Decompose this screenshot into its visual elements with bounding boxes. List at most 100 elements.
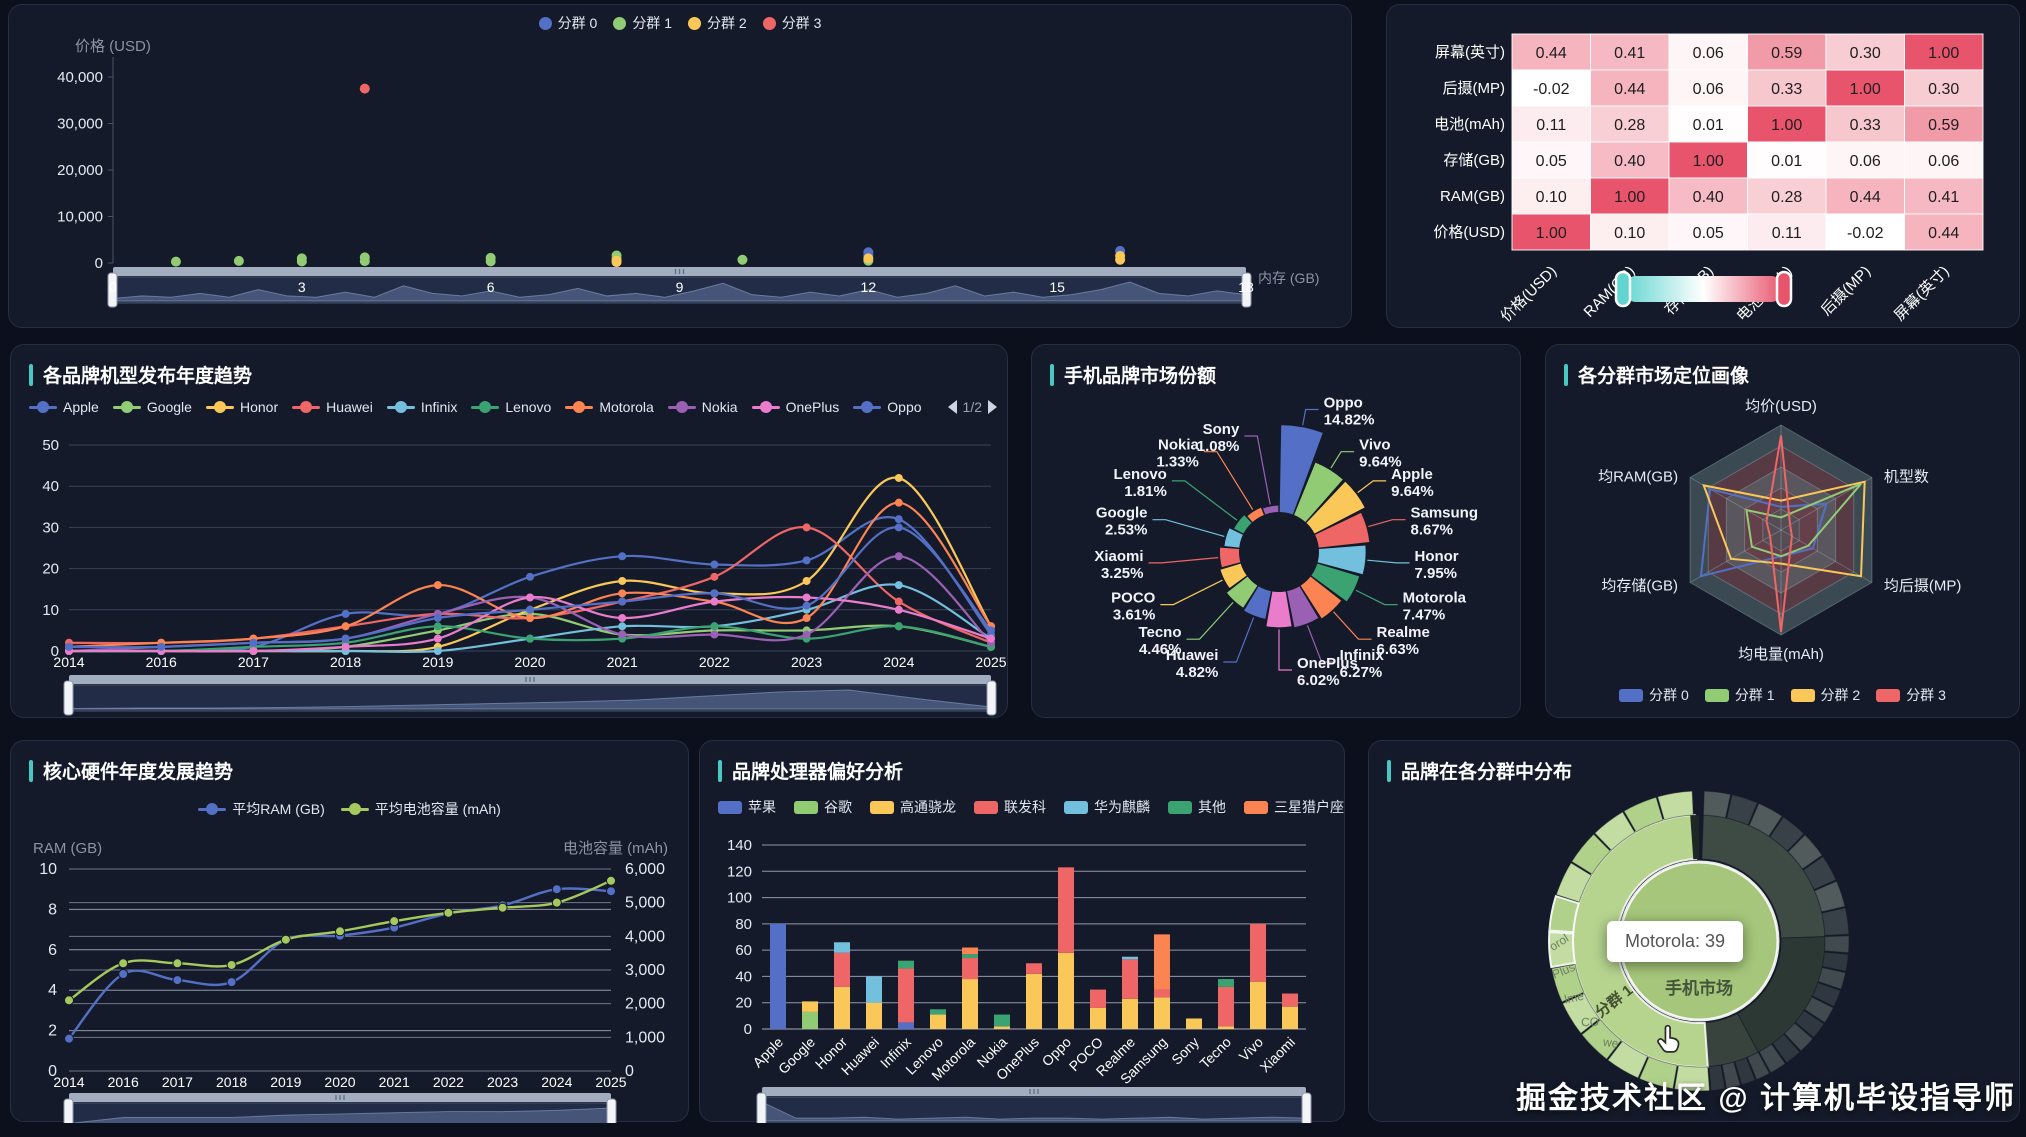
legend-item-分群1[interactable]: 分群 1 [1704,685,1775,705]
slider-handle-right[interactable] [986,680,997,716]
legend-item-OnePlus[interactable]: OnePlus [751,399,839,415]
slider-handle-right[interactable] [1301,1092,1312,1128]
sunburst-outer-segment[interactable] [1802,855,1837,891]
sunburst-outer-segment[interactable] [1657,790,1694,821]
sunburst-outer-segment[interactable] [1555,862,1593,903]
legend-item-分群2[interactable]: 分群 2 [1790,685,1860,705]
pie-slice-Nokia[interactable] [1247,507,1264,522]
legend-item-联发科[interactable]: 联发科 [974,797,1046,817]
legend-item-苹果[interactable]: 苹果 [718,797,776,817]
pie-slice-Infinix[interactable] [1287,586,1319,628]
visualmap-handle-right[interactable] [1775,270,1793,308]
pie-slice-Samsung[interactable] [1315,512,1370,548]
sunburst-outer-segment[interactable] [1787,834,1823,870]
pie-slice-Vivo[interactable] [1294,462,1343,522]
x-tick-label: 2023 [791,654,822,670]
sunburst-outer-segment[interactable] [1561,992,1601,1035]
sunburst-outer-segment[interactable] [1748,802,1783,837]
legend-item-Honor[interactable]: Honor [205,399,278,415]
sunburst-outer-segment[interactable] [1813,880,1846,913]
legend-item-分群2[interactable]: 分群 2 [688,13,747,33]
slider-handle-right[interactable] [1241,272,1252,308]
pie-slice-Lenovo[interactable] [1234,515,1252,534]
legend-pager-next-icon[interactable] [988,400,997,414]
legend-item-Google[interactable]: Google [112,399,192,415]
pie-label-value: 6.63% [1376,641,1419,658]
pie-slice-Tecno[interactable] [1226,576,1258,608]
sunburst-outer-segment[interactable] [1547,931,1577,969]
sunburst-outer-segment[interactable] [1821,951,1849,972]
pie-slice-Huawei[interactable] [1244,586,1271,619]
sunburst-outer-segment[interactable] [1824,935,1850,954]
pie-slice-OnePlus[interactable] [1266,591,1292,628]
legend-item-谷歌[interactable]: 谷歌 [794,797,852,817]
sunburst-outer-segment[interactable] [1758,1043,1786,1074]
legend-item-分群1[interactable]: 分群 1 [613,13,672,33]
visualmap-handle-left[interactable] [1614,270,1632,308]
legend-item-Huawei[interactable]: Huawei [292,399,373,415]
sunburst-outer-segment[interactable] [1708,1064,1726,1092]
legend-item-平均RAM(GB)[interactable]: 平均RAM (GB) [198,799,325,819]
legend-item-Apple[interactable]: Apple [29,399,99,415]
legend-item-Lenovo[interactable]: Lenovo [471,399,551,415]
legend-item-其他[interactable]: 其他 [1168,797,1226,817]
legend-item-分群3[interactable]: 分群 3 [762,13,821,33]
sunburst-outer-segment[interactable] [1746,1051,1771,1081]
pie-slice-Honor[interactable] [1317,545,1366,575]
pie-slice-Xiaomi[interactable] [1219,547,1241,568]
legend-item-Motorola[interactable]: Motorola [565,399,654,415]
legend-item-分群3[interactable]: 分群 3 [1876,685,1946,705]
slider-handle-left[interactable] [63,1098,74,1134]
sunburst-outer-segment[interactable] [1721,1061,1741,1090]
legend-item-华为麒麟[interactable]: 华为麒麟 [1064,797,1150,817]
sunburst-outer-segment[interactable] [1581,1018,1623,1060]
legend-item-Nokia[interactable]: Nokia [667,399,738,415]
sunburst-outer-segment[interactable] [1794,1009,1825,1039]
right-tick: 3,000 [625,962,665,979]
sunburst-outer-segment[interactable] [1548,894,1581,934]
cell-value: 0.40 [1614,153,1645,170]
legend-item-高通骁龙[interactable]: 高通骁龙 [870,797,956,817]
sunburst-outer-segment[interactable] [1571,833,1612,875]
panel-cpu-preference: 品牌处理器偏好分析 苹果 谷歌 高通骁龙 联发科 华为麒麟 其他 三星猎户座 0 20 40 60… [699,740,1345,1128]
pie-slice-Apple[interactable] [1306,481,1365,534]
sunburst-outer-segment[interactable] [1783,1022,1814,1052]
legend-item-三星猎户座[interactable]: 三星猎户座 [1244,797,1344,817]
sunburst-outer-segment[interactable] [1594,811,1636,852]
sunburst-outer-segment[interactable] [1638,1055,1678,1090]
legend-pager-text: 1/2 [962,399,982,415]
slider-handle-left[interactable] [63,680,74,716]
sunburst-outer-segment[interactable] [1607,1040,1649,1079]
sunburst-outer-segment[interactable] [1702,790,1732,819]
legend-item-分群0[interactable]: 分群 0 [538,13,597,33]
sunburst-outer-segment[interactable] [1726,794,1759,826]
pie-slice-POCO[interactable] [1220,563,1247,589]
pie-slice-Sony[interactable] [1263,505,1279,515]
sunburst-outer-segment[interactable] [1769,816,1805,852]
bar-segment [1218,986,1234,1027]
sunburst-outer-segment[interactable] [1550,963,1585,1003]
sunburst-outer-segment[interactable] [1821,907,1850,936]
legend-item-平均电池容量(mAh)[interactable]: 平均电池容量 (mAh) [340,799,501,819]
pie-slice-Oppo[interactable] [1279,425,1323,515]
sunburst-outer-segment[interactable] [1673,1064,1710,1092]
pie-slice-Motorola[interactable] [1311,563,1360,602]
sunburst-outer-segment[interactable] [1811,982,1842,1008]
slider-handle-left[interactable] [756,1092,767,1128]
sunburst-outer-segment[interactable] [1623,796,1664,833]
cell-value: 1.00 [1850,81,1881,98]
legend-pager-prev-icon[interactable] [947,400,957,414]
heatmap-cell [1668,33,1748,71]
slider-handle-left[interactable] [107,272,118,308]
sunburst-outer-segment[interactable] [1771,1033,1801,1064]
pie-slice-Realme[interactable] [1300,576,1342,619]
sunburst-outer-segment[interactable] [1804,996,1834,1024]
legend-item-分群0[interactable]: 分群 0 [1619,685,1689,705]
panel-title: 各品牌机型发布年度趋势 [29,361,252,388]
sunburst-outer-segment[interactable] [1817,967,1847,990]
slider-handle-right[interactable] [606,1098,617,1134]
legend-item-Infinix[interactable]: Infinix [386,399,457,415]
pie-slice-Google[interactable] [1224,528,1243,548]
legend-item-Oppo[interactable]: Oppo [853,399,922,415]
sunburst-outer-segment[interactable] [1734,1057,1756,1086]
